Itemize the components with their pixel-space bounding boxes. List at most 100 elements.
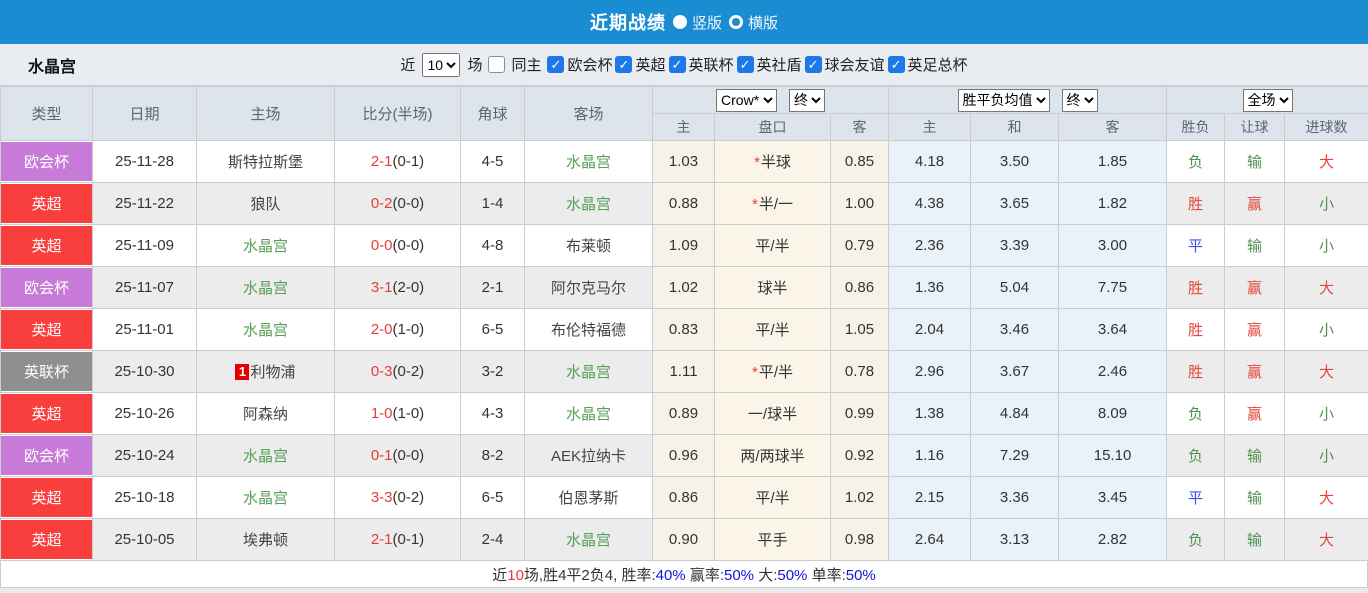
match-date: 25-10-30 bbox=[92, 350, 197, 393]
odds-time-select[interactable]: 终 bbox=[789, 88, 826, 112]
match-date: 25-11-01 bbox=[92, 308, 197, 351]
crow-away-odds: 0.78 bbox=[829, 350, 890, 393]
corners: 4-5 bbox=[460, 140, 525, 183]
filter-controls: 近 10 场 同主 ✓ 欧会杯 ✓ 英超 ✓ 英联杯 ✓ 英社盾 ✓ 球会友谊 ✓ 英足总杯 bbox=[400, 52, 968, 77]
wdl-away-odds: 1.82 bbox=[1058, 182, 1168, 225]
type-cell: 英超 bbox=[0, 182, 93, 225]
wdl-away-odds: 15.10 bbox=[1058, 434, 1168, 477]
match-result: 胜 bbox=[1166, 308, 1226, 351]
corners: 3-2 bbox=[460, 350, 525, 393]
competition-checkbox[interactable]: ✓ bbox=[668, 56, 686, 73]
handicap-result: 输 bbox=[1224, 476, 1286, 519]
home-team: 埃弗顿 bbox=[196, 518, 335, 561]
home-team: 1 利物浦 bbox=[196, 350, 335, 393]
table-row: 英超 25-11-22 狼队 0-2(0-0) 1-4 水晶宫 0.88 *半/一 1.00 4.… bbox=[0, 182, 1368, 225]
filter-bar: 水晶宫 近 10 场 同主 ✓ 欧会杯 ✓ 英超 ✓ 英联杯 ✓ 英社盾 ✓ 球会友谊 ✓ 英足总杯 bbox=[0, 44, 1368, 86]
match-date: 25-11-07 bbox=[92, 266, 197, 309]
radio-empty-icon bbox=[729, 15, 743, 29]
competition-checkbox[interactable]: ✓ bbox=[887, 56, 905, 73]
goals-result: 小 bbox=[1284, 434, 1368, 477]
competition-label: 欧会杯 bbox=[567, 57, 613, 74]
handicap-odds-group-header: Crow* 终 bbox=[651, 86, 890, 114]
summary-bar: 近10场,胜4平2负4, 胜率:40% 赢率:50% 大:50% 单率:50% bbox=[0, 561, 1368, 588]
type-cell: 英超 bbox=[0, 518, 93, 561]
wdl-draw-odds: 3.65 bbox=[970, 182, 1060, 225]
match-result: 负 bbox=[1166, 392, 1226, 435]
competition-checkbox[interactable]: ✓ bbox=[736, 56, 754, 73]
handicap-result: 赢 bbox=[1224, 350, 1286, 393]
handicap-result: 输 bbox=[1224, 224, 1286, 267]
wdl-away-odds: 7.75 bbox=[1058, 266, 1168, 309]
games-label: 场 bbox=[467, 57, 483, 74]
wdl-odds-group-header: 胜平负均值终 bbox=[888, 86, 1168, 114]
wdl-home-odds: 2.15 bbox=[888, 476, 972, 519]
layout-radio-horizontal[interactable]: 横版 bbox=[729, 12, 778, 33]
wdl-draw-odds: 3.13 bbox=[970, 518, 1060, 561]
match-result: 胜 bbox=[1166, 182, 1226, 225]
summary-segment: 单率: bbox=[807, 566, 846, 584]
handicap: 平/半 bbox=[714, 476, 831, 519]
score: 0-1(0-0) bbox=[334, 434, 461, 477]
crow-away-odds: 1.00 bbox=[829, 182, 890, 225]
type-cell: 欧会杯 bbox=[0, 434, 93, 477]
wdl-away-odds: 8.09 bbox=[1058, 392, 1168, 435]
home-team: 水晶宫 bbox=[196, 476, 335, 519]
competition-type-badge: 欧会杯 bbox=[1, 142, 92, 181]
score: 1-0(1-0) bbox=[334, 392, 461, 435]
competition-checkbox[interactable]: ✓ bbox=[547, 56, 565, 73]
results-group-header: 全场 bbox=[1166, 86, 1368, 114]
wdl-draw-odds: 5.04 bbox=[970, 266, 1060, 309]
odds-company-select[interactable]: Crow* bbox=[716, 88, 778, 112]
table-row: 欧会杯 25-10-24 水晶宫 0-1(0-0) 8-2 AEK拉纳卡 0.96 两/两球半… bbox=[0, 434, 1368, 477]
match-result: 负 bbox=[1166, 434, 1226, 477]
wdl-draw-odds: 3.50 bbox=[970, 140, 1060, 183]
match-date: 25-10-24 bbox=[92, 434, 197, 477]
wdl-time-select[interactable]: 终 bbox=[1061, 88, 1098, 112]
subheader-handicap-result: 让球 bbox=[1224, 113, 1286, 141]
crow-home-odds: 0.89 bbox=[652, 392, 715, 435]
type-cell: 欧会杯 bbox=[0, 140, 93, 183]
subheader-crow-away: 客 bbox=[829, 113, 890, 141]
same-home-checkbox[interactable] bbox=[488, 56, 506, 73]
competition-label: 英社盾 bbox=[756, 57, 802, 74]
away-team: 伯恩茅斯 bbox=[524, 476, 653, 519]
layout-horizontal-label: 横版 bbox=[748, 14, 779, 32]
table-row: 英超 25-10-05 埃弗顿 2-1(0-1) 2-4 水晶宫 0.90 平手 0.98 2.6… bbox=[0, 518, 1368, 561]
match-result: 平 bbox=[1166, 224, 1226, 267]
match-date: 25-11-09 bbox=[92, 224, 197, 267]
match-result: 平 bbox=[1166, 476, 1226, 519]
handicap: 平/半 bbox=[714, 308, 831, 351]
team-name: 水晶宫 bbox=[28, 58, 77, 76]
wdl-away-odds: 3.45 bbox=[1058, 476, 1168, 519]
crow-home-odds: 1.09 bbox=[652, 224, 715, 267]
wdl-home-odds: 2.04 bbox=[888, 308, 972, 351]
competition-checkbox[interactable]: ✓ bbox=[615, 56, 633, 73]
summary-segment: 近 bbox=[492, 566, 508, 584]
layout-radio-vertical[interactable]: 竖版 bbox=[672, 12, 722, 33]
away-team: 布伦特福德 bbox=[524, 308, 653, 351]
corners: 6-5 bbox=[460, 308, 525, 351]
type-cell: 英超 bbox=[0, 308, 93, 351]
competition-checkbox[interactable]: ✓ bbox=[804, 56, 822, 73]
away-team: 水晶宫 bbox=[524, 182, 653, 225]
wdl-home-odds: 2.64 bbox=[888, 518, 972, 561]
wdl-type-select[interactable]: 胜平负均值 bbox=[957, 88, 1050, 112]
crow-home-odds: 1.11 bbox=[652, 350, 715, 393]
goals-scope-select[interactable]: 全场 bbox=[1242, 88, 1293, 112]
home-team: 水晶宫 bbox=[196, 266, 335, 309]
radio-filled-icon bbox=[672, 15, 687, 29]
score: 2-1(0-1) bbox=[334, 518, 461, 561]
goals-result: 小 bbox=[1284, 182, 1368, 225]
away-team: 水晶宫 bbox=[524, 350, 653, 393]
recent-count-select[interactable]: 10 bbox=[422, 52, 461, 77]
summary-segment: 场,胜4平2负4, 胜率: bbox=[523, 566, 656, 584]
table-row: 英超 25-10-18 水晶宫 3-3(0-2) 6-5 伯恩茅斯 0.86 平/半 1.02 2… bbox=[0, 476, 1368, 519]
handicap-result: 赢 bbox=[1224, 392, 1286, 435]
away-team: 水晶宫 bbox=[524, 392, 653, 435]
crow-home-odds: 1.03 bbox=[652, 140, 715, 183]
crow-away-odds: 0.98 bbox=[829, 518, 890, 561]
away-team: 布莱顿 bbox=[524, 224, 653, 267]
wdl-away-odds: 1.85 bbox=[1058, 140, 1168, 183]
score: 3-1(2-0) bbox=[334, 266, 461, 309]
match-result: 负 bbox=[1166, 140, 1226, 183]
